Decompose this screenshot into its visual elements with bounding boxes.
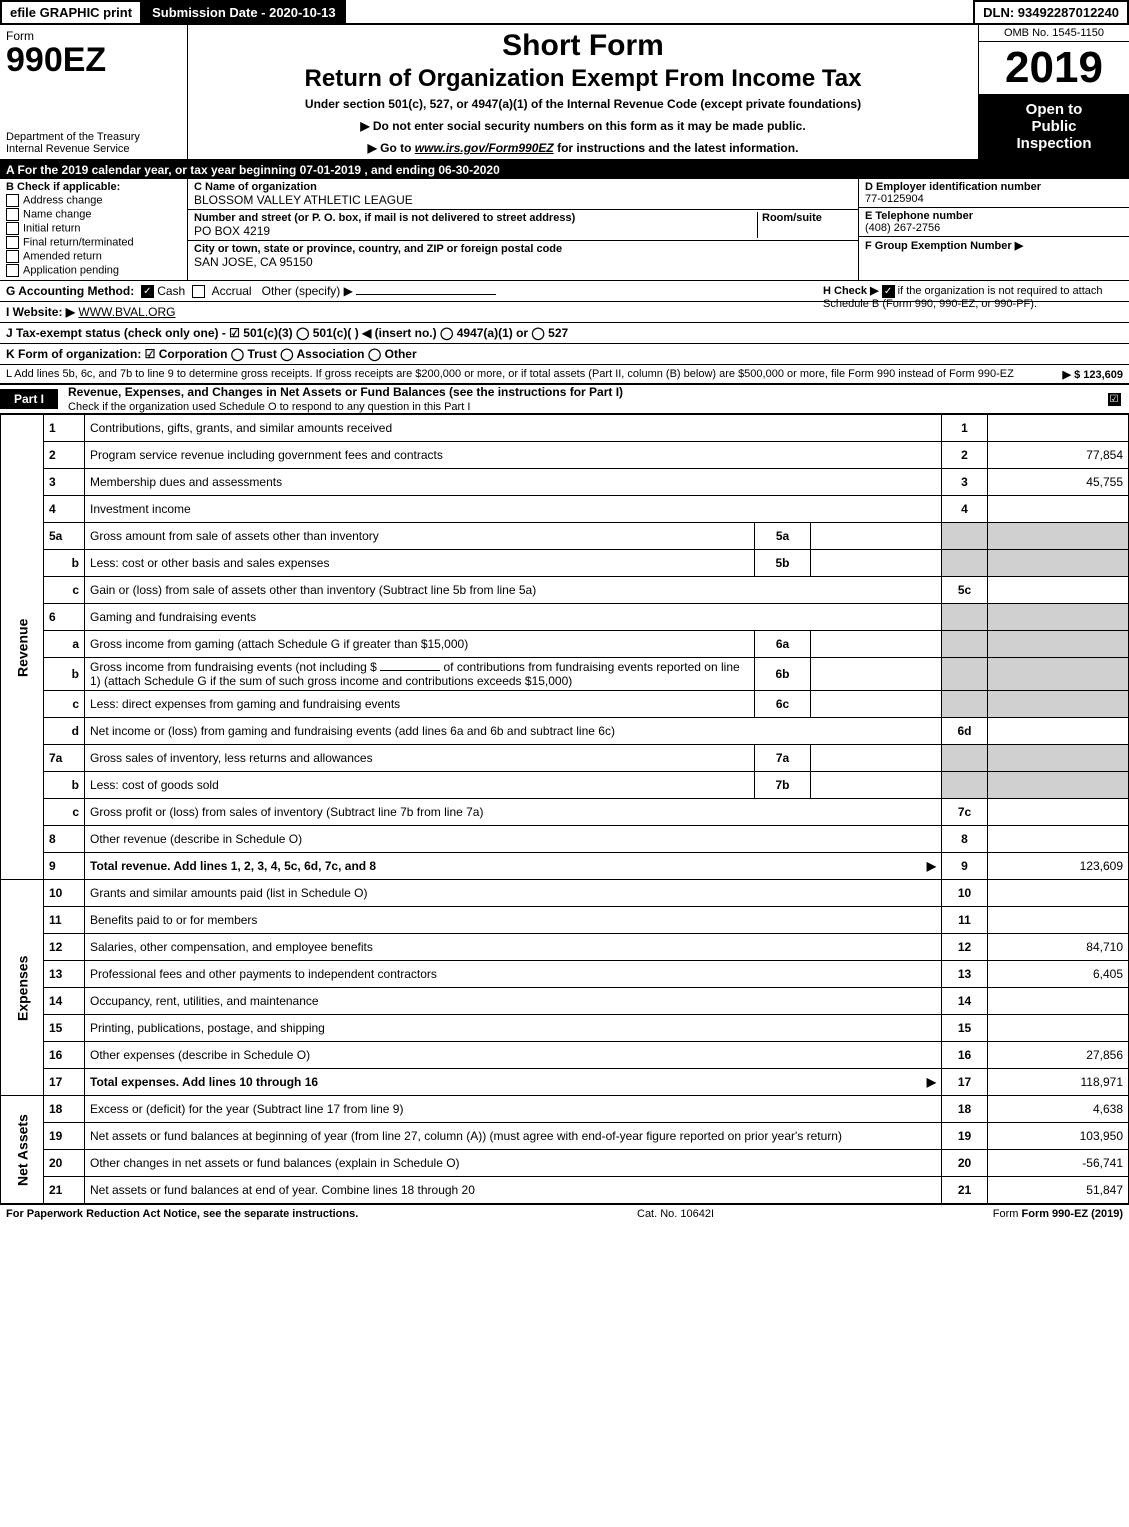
box-f-lbl: F Group Exemption Number ▶	[865, 240, 1023, 252]
tax-year: 2019	[979, 42, 1129, 95]
no-ssn-note: ▶ Do not enter social security numbers o…	[196, 119, 970, 133]
line-j: J Tax-exempt status (check only one) - ☑…	[0, 323, 1129, 344]
form-header: Form 990EZ Department of the Treasury In…	[0, 25, 1129, 161]
room-lbl: Room/suite	[762, 212, 822, 224]
netassets-sidelabel: Net Assets	[1, 1096, 44, 1204]
org-name: BLOSSOM VALLEY ATHLETIC LEAGUE	[194, 193, 413, 207]
city-lbl: City or town, state or province, country…	[194, 243, 562, 255]
box-e-lbl: E Telephone number	[865, 210, 973, 222]
line-h: H Check ▶ ✓ if the organization is not r…	[815, 284, 1123, 310]
city-val: SAN JOSE, CA 95150	[194, 255, 313, 269]
irs-label: Internal Revenue Service	[6, 143, 181, 155]
part1-table: Revenue 1 Contributions, gifts, grants, …	[0, 414, 1129, 1204]
phone: (408) 267-2756	[865, 222, 940, 234]
street-lbl: Number and street (or P. O. box, if mail…	[194, 212, 575, 224]
short-form-title: Short Form	[196, 29, 970, 63]
expenses-sidelabel: Expenses	[1, 880, 44, 1096]
ein: 77-0125904	[865, 193, 924, 205]
line-g-h: G Accounting Method: ✓ Cash Accrual Othe…	[0, 281, 1129, 302]
paperwork-notice: For Paperwork Reduction Act Notice, see …	[6, 1208, 358, 1220]
street-val: PO BOX 4219	[194, 224, 270, 238]
box-c-name-lbl: C Name of organization	[194, 181, 317, 193]
page-footer: For Paperwork Reduction Act Notice, see …	[0, 1204, 1129, 1223]
entity-block: B Check if applicable: Address change Na…	[0, 179, 1129, 281]
omb-number: OMB No. 1545-1150	[979, 25, 1129, 42]
revenue-sidelabel: Revenue	[1, 415, 44, 880]
form-ref: Form Form 990-EZ (2019)	[993, 1208, 1123, 1220]
part1-subtitle: Check if the organization used Schedule …	[68, 401, 470, 413]
box-b: B Check if applicable: Address change Na…	[0, 179, 188, 280]
return-title: Return of Organization Exempt From Incom…	[196, 65, 970, 93]
line-k: K Form of organization: ☑ Corporation ◯ …	[0, 344, 1129, 365]
part1-title: Revenue, Expenses, and Changes in Net As…	[68, 385, 623, 399]
filing-topbar: efile GRAPHIC print Submission Date - 20…	[0, 0, 1129, 25]
cat-no: Cat. No. 10642I	[637, 1208, 714, 1220]
dept-treasury: Department of the Treasury	[6, 131, 181, 143]
dln: DLN: 93492287012240	[973, 0, 1129, 23]
form-number: 990EZ	[6, 43, 181, 77]
goto-link-line: ▶ Go to www.irs.gov/Form990EZ for instru…	[196, 141, 970, 155]
submission-date: Submission Date - 2020-10-13	[142, 0, 346, 23]
tax-period: A For the 2019 calendar year, or tax yea…	[0, 161, 1129, 179]
efile-graphic-print: efile GRAPHIC print	[0, 0, 142, 23]
open-public-inspection: Open to Public Inspection	[979, 95, 1129, 159]
part1-header: Part I Revenue, Expenses, and Changes in…	[0, 384, 1129, 414]
box-d-lbl: D Employer identification number	[865, 181, 1041, 193]
under-section: Under section 501(c), 527, or 4947(a)(1)…	[196, 97, 970, 111]
schedule-o-check: ☑	[1108, 393, 1121, 406]
gross-receipts: ▶ $ 123,609	[1063, 368, 1123, 381]
line-l: L Add lines 5b, 6c, and 7b to line 9 to …	[0, 365, 1129, 384]
irs-link[interactable]: www.irs.gov/Form990EZ	[415, 141, 554, 155]
part1-label: Part I	[0, 389, 58, 409]
website-link[interactable]: WWW.BVAL.ORG	[78, 305, 175, 319]
